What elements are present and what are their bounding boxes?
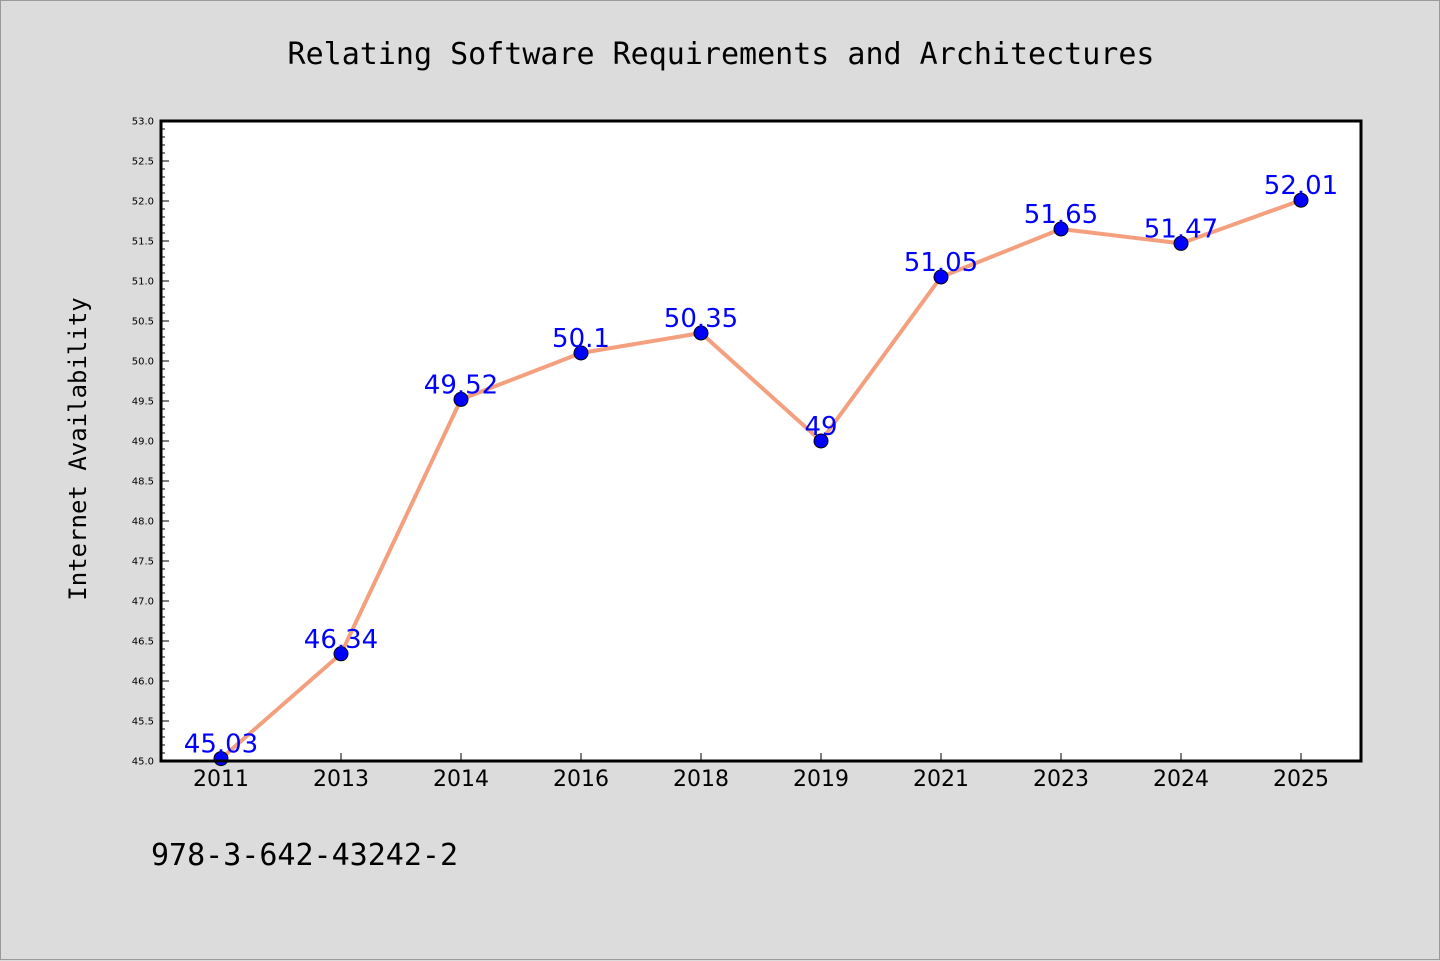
x-tick-label: 2011 <box>193 767 249 792</box>
data-labels: 45.03 46.34 49.52 50.1 50.35 49 51.05 51.65 51.4… <box>184 171 1338 759</box>
y-tick-label: 46.5 <box>132 637 154 648</box>
data-label: 49.52 <box>424 370 498 400</box>
data-label: 51.65 <box>1024 200 1098 230</box>
x-tick-label: 2024 <box>1153 767 1209 792</box>
y-tick-label: 51.5 <box>132 237 154 248</box>
x-tick-label: 2019 <box>793 767 849 792</box>
y-tick-label: 50.0 <box>132 357 154 368</box>
y-tick-label: 48.5 <box>132 477 154 488</box>
x-tick-label: 2021 <box>913 767 969 792</box>
y-tick-label: 52.0 <box>132 197 154 208</box>
data-label: 49 <box>804 412 837 442</box>
data-point <box>1053 221 1069 237</box>
data-point <box>1173 235 1189 251</box>
y-tick-label: 52.5 <box>132 157 154 168</box>
data-point <box>933 269 949 285</box>
y-tick-label: 45.0 <box>132 757 154 768</box>
y-tick-label: 49.5 <box>132 397 154 408</box>
x-tick-label: 2013 <box>313 767 369 792</box>
data-point <box>573 345 589 361</box>
y-tick-label: 47.5 <box>132 557 154 568</box>
x-tick-label: 2016 <box>553 767 609 792</box>
data-label: 46.34 <box>304 625 378 655</box>
x-tick-label: 2025 <box>1273 767 1329 792</box>
data-label: 52.01 <box>1264 171 1338 201</box>
y-axis-label: Internet Availability <box>64 297 92 600</box>
data-point <box>813 433 829 449</box>
data-label: 45.03 <box>184 730 258 760</box>
y-tick-label: 49.0 <box>132 437 154 448</box>
x-axis: 2011 2013 2014 2016 2018 2019 2021 2023 2024 2025 <box>193 753 1329 792</box>
data-points <box>213 192 1309 767</box>
data-label: 51.05 <box>904 248 978 278</box>
y-tick-label: 48.0 <box>132 517 154 528</box>
data-point <box>453 391 469 407</box>
plot-frame <box>159 119 1363 763</box>
chart-title: Relating Software Requirements and Archi… <box>288 37 1155 72</box>
y-tick-label: 50.5 <box>132 317 154 328</box>
y-tick-label: 46.0 <box>132 677 154 688</box>
data-label: 50.1 <box>552 324 610 354</box>
x-tick-label: 2018 <box>673 767 729 792</box>
series-line <box>219 198 1303 761</box>
y-tick-label: 45.5 <box>132 717 154 728</box>
y-axis: 45.0 45.5 46.0 46.5 47.0 47.5 48.0 48.5 49.0 49.5… <box>132 117 169 768</box>
y-tick-label: 47.0 <box>132 597 154 608</box>
data-point <box>693 325 709 341</box>
x-tick-label: 2023 <box>1033 767 1089 792</box>
y-tick-label: 51.0 <box>132 277 154 288</box>
series-line-group <box>219 198 1303 761</box>
x-tick-label: 2014 <box>433 767 489 792</box>
data-point <box>333 646 349 662</box>
data-point <box>1293 192 1309 208</box>
plot-area <box>161 121 1361 761</box>
isbn-text: 978-3-642-43242-2 <box>151 838 458 873</box>
y-tick-label: 53.0 <box>132 117 154 128</box>
data-label: 50.35 <box>664 304 738 334</box>
data-label: 51.47 <box>1144 214 1218 244</box>
